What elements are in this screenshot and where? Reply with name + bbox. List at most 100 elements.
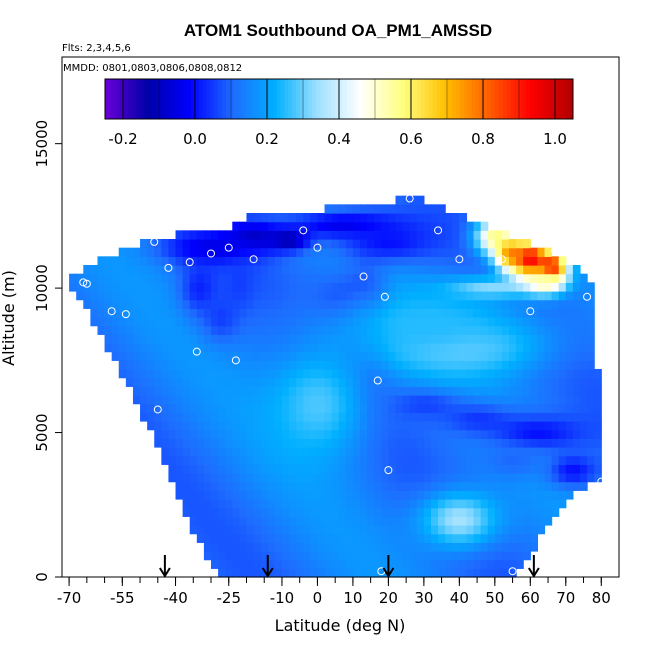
heatmap-cell: [537, 325, 546, 335]
heatmap-cell: [587, 360, 595, 370]
heatmap-cell: [459, 542, 468, 552]
heatmap-cell: [132, 247, 141, 257]
heatmap-cell: [182, 395, 191, 405]
heatmap-cell: [352, 464, 361, 474]
heatmap-cell: [558, 421, 567, 431]
heatmap-cell: [360, 256, 368, 266]
heatmap-cell: [530, 533, 539, 543]
heatmap-cell: [218, 256, 226, 266]
heatmap-cell: [438, 230, 446, 240]
heatmap-cell: [423, 438, 432, 448]
heatmap-cell: [402, 403, 411, 413]
heatmap-cell: [537, 412, 546, 422]
heatmap-cell: [388, 464, 397, 474]
heatmap-cell: [423, 213, 432, 223]
heatmap-cell: [459, 221, 468, 231]
heatmap-cell: [246, 369, 255, 379]
heatmap-cell: [430, 395, 439, 405]
heatmap-cell: [551, 473, 560, 483]
heatmap-cell: [182, 447, 191, 457]
heatmap-cell: [438, 464, 446, 474]
heatmap-cell: [374, 273, 382, 283]
heatmap-cell: [303, 325, 311, 335]
heatmap-cell: [132, 377, 141, 387]
heatmap-cell: [445, 213, 453, 223]
heatmap-cell: [196, 499, 205, 509]
heatmap-cell: [239, 412, 248, 422]
heatmap-cell: [324, 429, 333, 439]
heatmap-cell: [452, 455, 460, 465]
heatmap-cell: [274, 421, 283, 431]
heatmap-cell: [260, 559, 269, 569]
heatmap-cell: [267, 559, 276, 569]
heatmap-cell: [175, 395, 184, 405]
heatmap-cell: [579, 308, 588, 318]
heatmap-cell: [246, 265, 255, 275]
heatmap-cell: [345, 377, 354, 387]
heatmap-cell: [445, 429, 453, 439]
heatmap-cell: [516, 291, 524, 301]
heatmap-cell: [473, 481, 482, 491]
heatmap-cell: [459, 273, 468, 283]
heatmap-cell: [324, 412, 333, 422]
heatmap-cell: [445, 421, 453, 431]
heatmap-cell: [281, 447, 290, 457]
heatmap-cell: [537, 291, 546, 301]
heatmap-cell: [303, 421, 311, 431]
heatmap-cell: [374, 343, 382, 353]
heatmap-cell: [402, 213, 411, 223]
heatmap-cell: [296, 377, 304, 387]
heatmap-cell: [338, 308, 347, 318]
heatmap-cell: [494, 490, 503, 500]
heatmap-cell: [345, 369, 354, 379]
heatmap-cell: [402, 525, 411, 535]
heatmap-cell: [388, 490, 397, 500]
heatmap-cell: [196, 421, 205, 431]
heatmap-cell: [409, 455, 418, 465]
heatmap-cell: [430, 429, 439, 439]
heatmap-cell: [147, 291, 155, 301]
heatmap-cell: [537, 455, 546, 465]
heatmap-cell: [402, 343, 411, 353]
heatmap-cell: [274, 299, 283, 309]
heatmap-cell: [253, 464, 262, 474]
heatmap-cell: [125, 369, 134, 379]
heatmap-cell: [324, 239, 333, 249]
heatmap-cell: [360, 473, 368, 483]
heatmap-cell: [374, 256, 382, 266]
heatmap-cell: [203, 438, 212, 448]
heatmap-cell: [211, 369, 219, 379]
heatmap-cell: [260, 308, 269, 318]
heatmap-cell: [111, 317, 120, 327]
heatmap-cell: [267, 533, 276, 543]
heatmap-cell: [523, 412, 531, 422]
heatmap-cell: [544, 421, 553, 431]
heatmap-cell: [352, 403, 361, 413]
heatmap-cell: [168, 256, 177, 266]
heatmap-cell: [516, 403, 524, 413]
heatmap-cell: [352, 230, 361, 240]
heatmap-cell: [544, 499, 553, 509]
heatmap-cell: [189, 369, 198, 379]
heatmap-cell: [438, 386, 446, 396]
heatmap-cell: [310, 256, 319, 266]
heatmap-cell: [430, 421, 439, 431]
heatmap-cell: [317, 299, 326, 309]
heatmap-cell: [558, 317, 567, 327]
heatmap-cell: [281, 516, 290, 526]
heatmap-cell: [438, 490, 446, 500]
colorbar-segment: [218, 79, 223, 119]
heatmap-cell: [487, 533, 496, 543]
heatmap-cell: [289, 247, 297, 257]
heatmap-cell: [509, 438, 517, 448]
heatmap-cell: [281, 499, 290, 509]
heatmap-cell: [416, 299, 425, 309]
heatmap-cell: [296, 239, 304, 249]
heatmap-cell: [274, 230, 283, 240]
heatmap-cell: [494, 308, 503, 318]
heatmap-cell: [494, 533, 503, 543]
heatmap-cell: [338, 239, 347, 249]
heatmap-cell: [565, 317, 574, 327]
heatmap-cell: [572, 412, 581, 422]
heatmap-cell: [352, 386, 361, 396]
